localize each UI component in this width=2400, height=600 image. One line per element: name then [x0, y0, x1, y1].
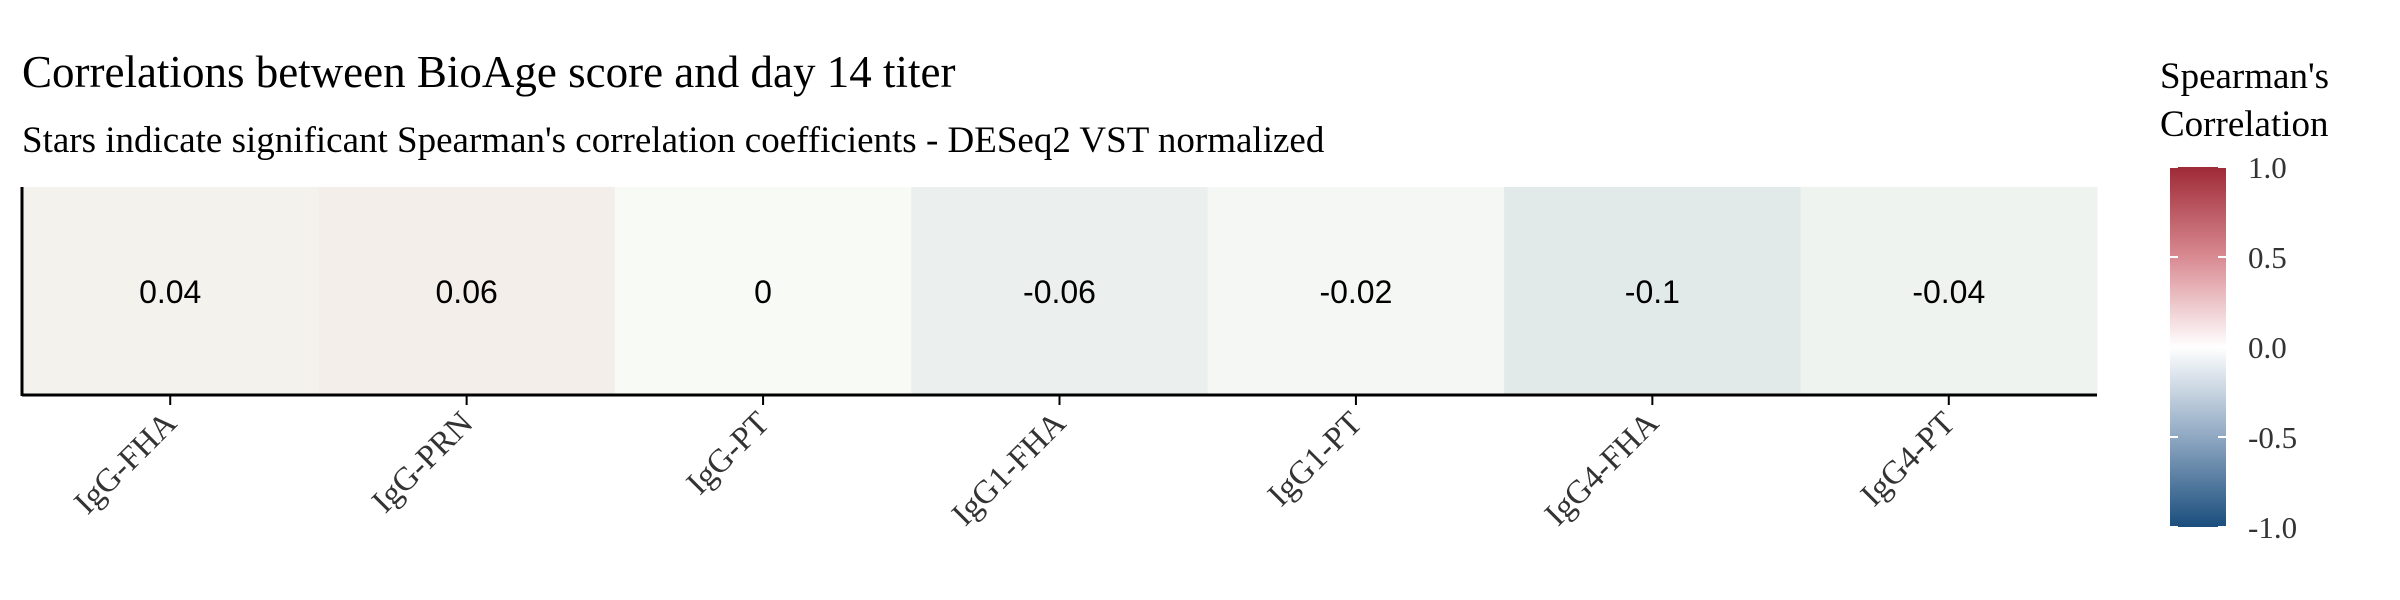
heatmap-cell-igg-fha	[22, 187, 319, 395]
legend-title-line2: Correlation	[2160, 104, 2329, 145]
heatmap-cells	[22, 187, 2098, 395]
legend-tick-label: 0.0	[2248, 330, 2287, 365]
cell-value-label: 0.06	[436, 274, 498, 310]
chart-title: Correlations between BioAge score and da…	[22, 47, 955, 97]
x-tick-label: IgG-PRN	[365, 405, 480, 520]
chart-subtitle: Stars indicate significant Spearman's co…	[22, 120, 1325, 161]
cell-value-label: 0	[754, 274, 772, 310]
x-tick-label: IgG4-FHA	[1538, 405, 1666, 533]
x-tick-label: IgG-FHA	[68, 405, 184, 521]
legend-tick-label: -0.5	[2248, 420, 2297, 455]
heatmap-cell-igg4-pt	[1800, 187, 2098, 395]
x-tick-label: IgG-PT	[680, 405, 777, 502]
cell-value-label: -0.06	[1023, 274, 1096, 310]
heatmap-cell-igg-prn	[318, 187, 616, 395]
legend-ticks: 1.0 0.5 0.0 -0.5 -1.0	[2170, 150, 2297, 545]
x-tick-label: IgG1-FHA	[945, 405, 1073, 533]
cell-value-label: -0.02	[1319, 274, 1392, 310]
x-tick-label: IgG4-PT	[1854, 405, 1962, 513]
heatmap-cell-labels: 0.04 0.06 0 -0.06 -0.02 -0.1 -0.04	[139, 274, 1985, 310]
legend-tick-label: -1.0	[2248, 510, 2297, 545]
heatmap-cell-igg1-pt	[1207, 187, 1505, 395]
x-tick-label: IgG1-PT	[1261, 405, 1369, 513]
legend-tick-label: 1.0	[2248, 150, 2287, 185]
heatmap-cell-igg1-fha	[911, 187, 1209, 395]
legend-colorbar	[2170, 167, 2226, 527]
cell-value-label: -0.1	[1625, 274, 1680, 310]
legend-title-line1: Spearman's	[2160, 56, 2329, 97]
cell-value-label: -0.04	[1912, 274, 1985, 310]
cell-value-label: 0.04	[139, 274, 201, 310]
heatmap-cell-igg4-fha	[1504, 187, 1802, 395]
legend: Spearman's Correlation 1.0 0.5 0.0 -0.5 -1.0	[2160, 56, 2329, 545]
x-axis-ticks: IgG-FHA IgG-PRN IgG-PT IgG1-FHA IgG1-PT IgG4-…	[68, 395, 1962, 533]
heatmap-cell-igg-pt	[614, 187, 912, 395]
legend-tick-label: 0.5	[2248, 240, 2287, 275]
